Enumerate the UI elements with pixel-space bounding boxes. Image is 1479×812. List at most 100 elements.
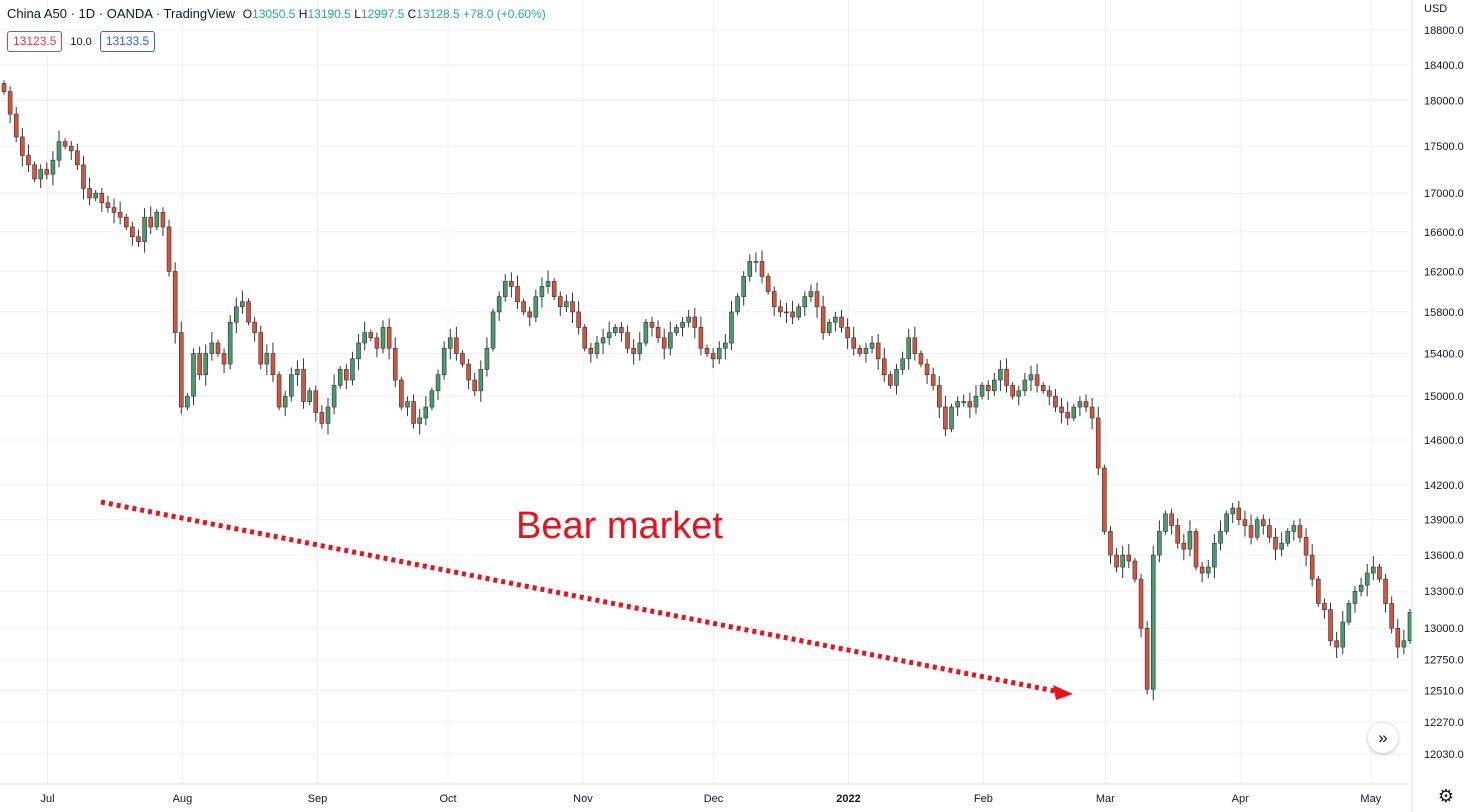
double-chevron-right-icon: » [1378,728,1388,747]
candle [197,346,202,380]
settings-button[interactable]: ⚙ [1436,786,1456,806]
candle-body [613,327,618,333]
candle [1303,528,1309,567]
candle [1297,518,1303,543]
candle-body [191,353,196,397]
grid-lines [0,0,1412,784]
candle-body [185,395,190,408]
candle-body [1322,603,1327,610]
candle-body [1297,525,1303,538]
candle [411,394,416,429]
candle-body [1303,536,1309,556]
candle-body [44,169,50,175]
candle-body [1181,542,1187,550]
candle [1071,403,1077,422]
buy-button[interactable]: 13133.5 [99,31,156,52]
candle [117,201,123,225]
candle-body [1254,519,1260,538]
candle-body [117,212,123,218]
candle-body [1022,379,1028,392]
candle [881,347,887,382]
candle [1242,510,1248,537]
candle-body [203,353,209,376]
candle-body [1395,627,1401,648]
candle [564,294,569,312]
candle-body [313,390,319,413]
candle [1102,464,1107,535]
candle [1218,520,1223,551]
time-tick-label: Dec [704,793,724,805]
candle [454,326,459,361]
candle-body [606,332,612,339]
candle-body [973,395,979,408]
candle [460,350,465,368]
candle [851,326,856,356]
candle [961,394,967,407]
candle-body [1205,566,1211,574]
candle-body [631,347,636,354]
candle [417,408,422,435]
candle-body [148,216,153,228]
candle [1273,528,1278,561]
candle [979,382,985,400]
candle [447,328,453,360]
candle [967,392,973,419]
candle-body [344,369,349,381]
candle [123,213,129,231]
candle [1089,397,1095,430]
candle [264,344,270,376]
candle [539,277,545,308]
candle [863,343,869,363]
candle-body [105,202,111,208]
candle [1157,520,1162,563]
candle-body [209,342,215,354]
candle [551,278,557,300]
candle-body [924,363,930,376]
price-tick-label: 13300.0 [1424,586,1464,598]
candle [1395,619,1401,659]
candle [466,358,471,390]
candle [985,380,991,400]
candle-body [998,369,1003,381]
candle-body [729,311,734,344]
candle-body [1401,640,1407,648]
candle-body [435,374,441,392]
candle [1004,358,1009,393]
candle-body [484,347,490,370]
candle [661,328,667,360]
candle-body [802,296,808,308]
candle [1224,510,1229,535]
candle [295,360,300,386]
time-tick-label: Jul [40,793,54,805]
candle [105,195,111,213]
scroll-to-realtime-button[interactable]: » [1368,723,1398,753]
candle-body [282,395,288,408]
candle [423,396,429,426]
candle [337,366,343,389]
candle [1212,534,1217,579]
candle [509,272,514,298]
time-tick-label: Aug [173,793,193,805]
candle [875,333,881,370]
candle-body [851,337,856,349]
candle [716,341,722,364]
candle-body [246,301,251,323]
candle [1022,372,1028,396]
candle [558,291,563,316]
currency-label[interactable]: USD [1424,3,1448,15]
candle [221,348,227,374]
candle-body [1407,611,1413,642]
candle [1254,516,1260,541]
candle-body [1047,390,1052,397]
candle [943,396,948,437]
price-tick-label: 12270.0 [1424,717,1464,729]
candle [20,127,25,167]
candle-body [955,401,960,408]
candle [307,387,312,405]
candle-body [643,321,649,344]
candle-body [417,417,422,424]
candle [900,351,905,375]
sell-button[interactable]: 13123.5 [7,31,63,52]
candle-body [1273,536,1278,550]
